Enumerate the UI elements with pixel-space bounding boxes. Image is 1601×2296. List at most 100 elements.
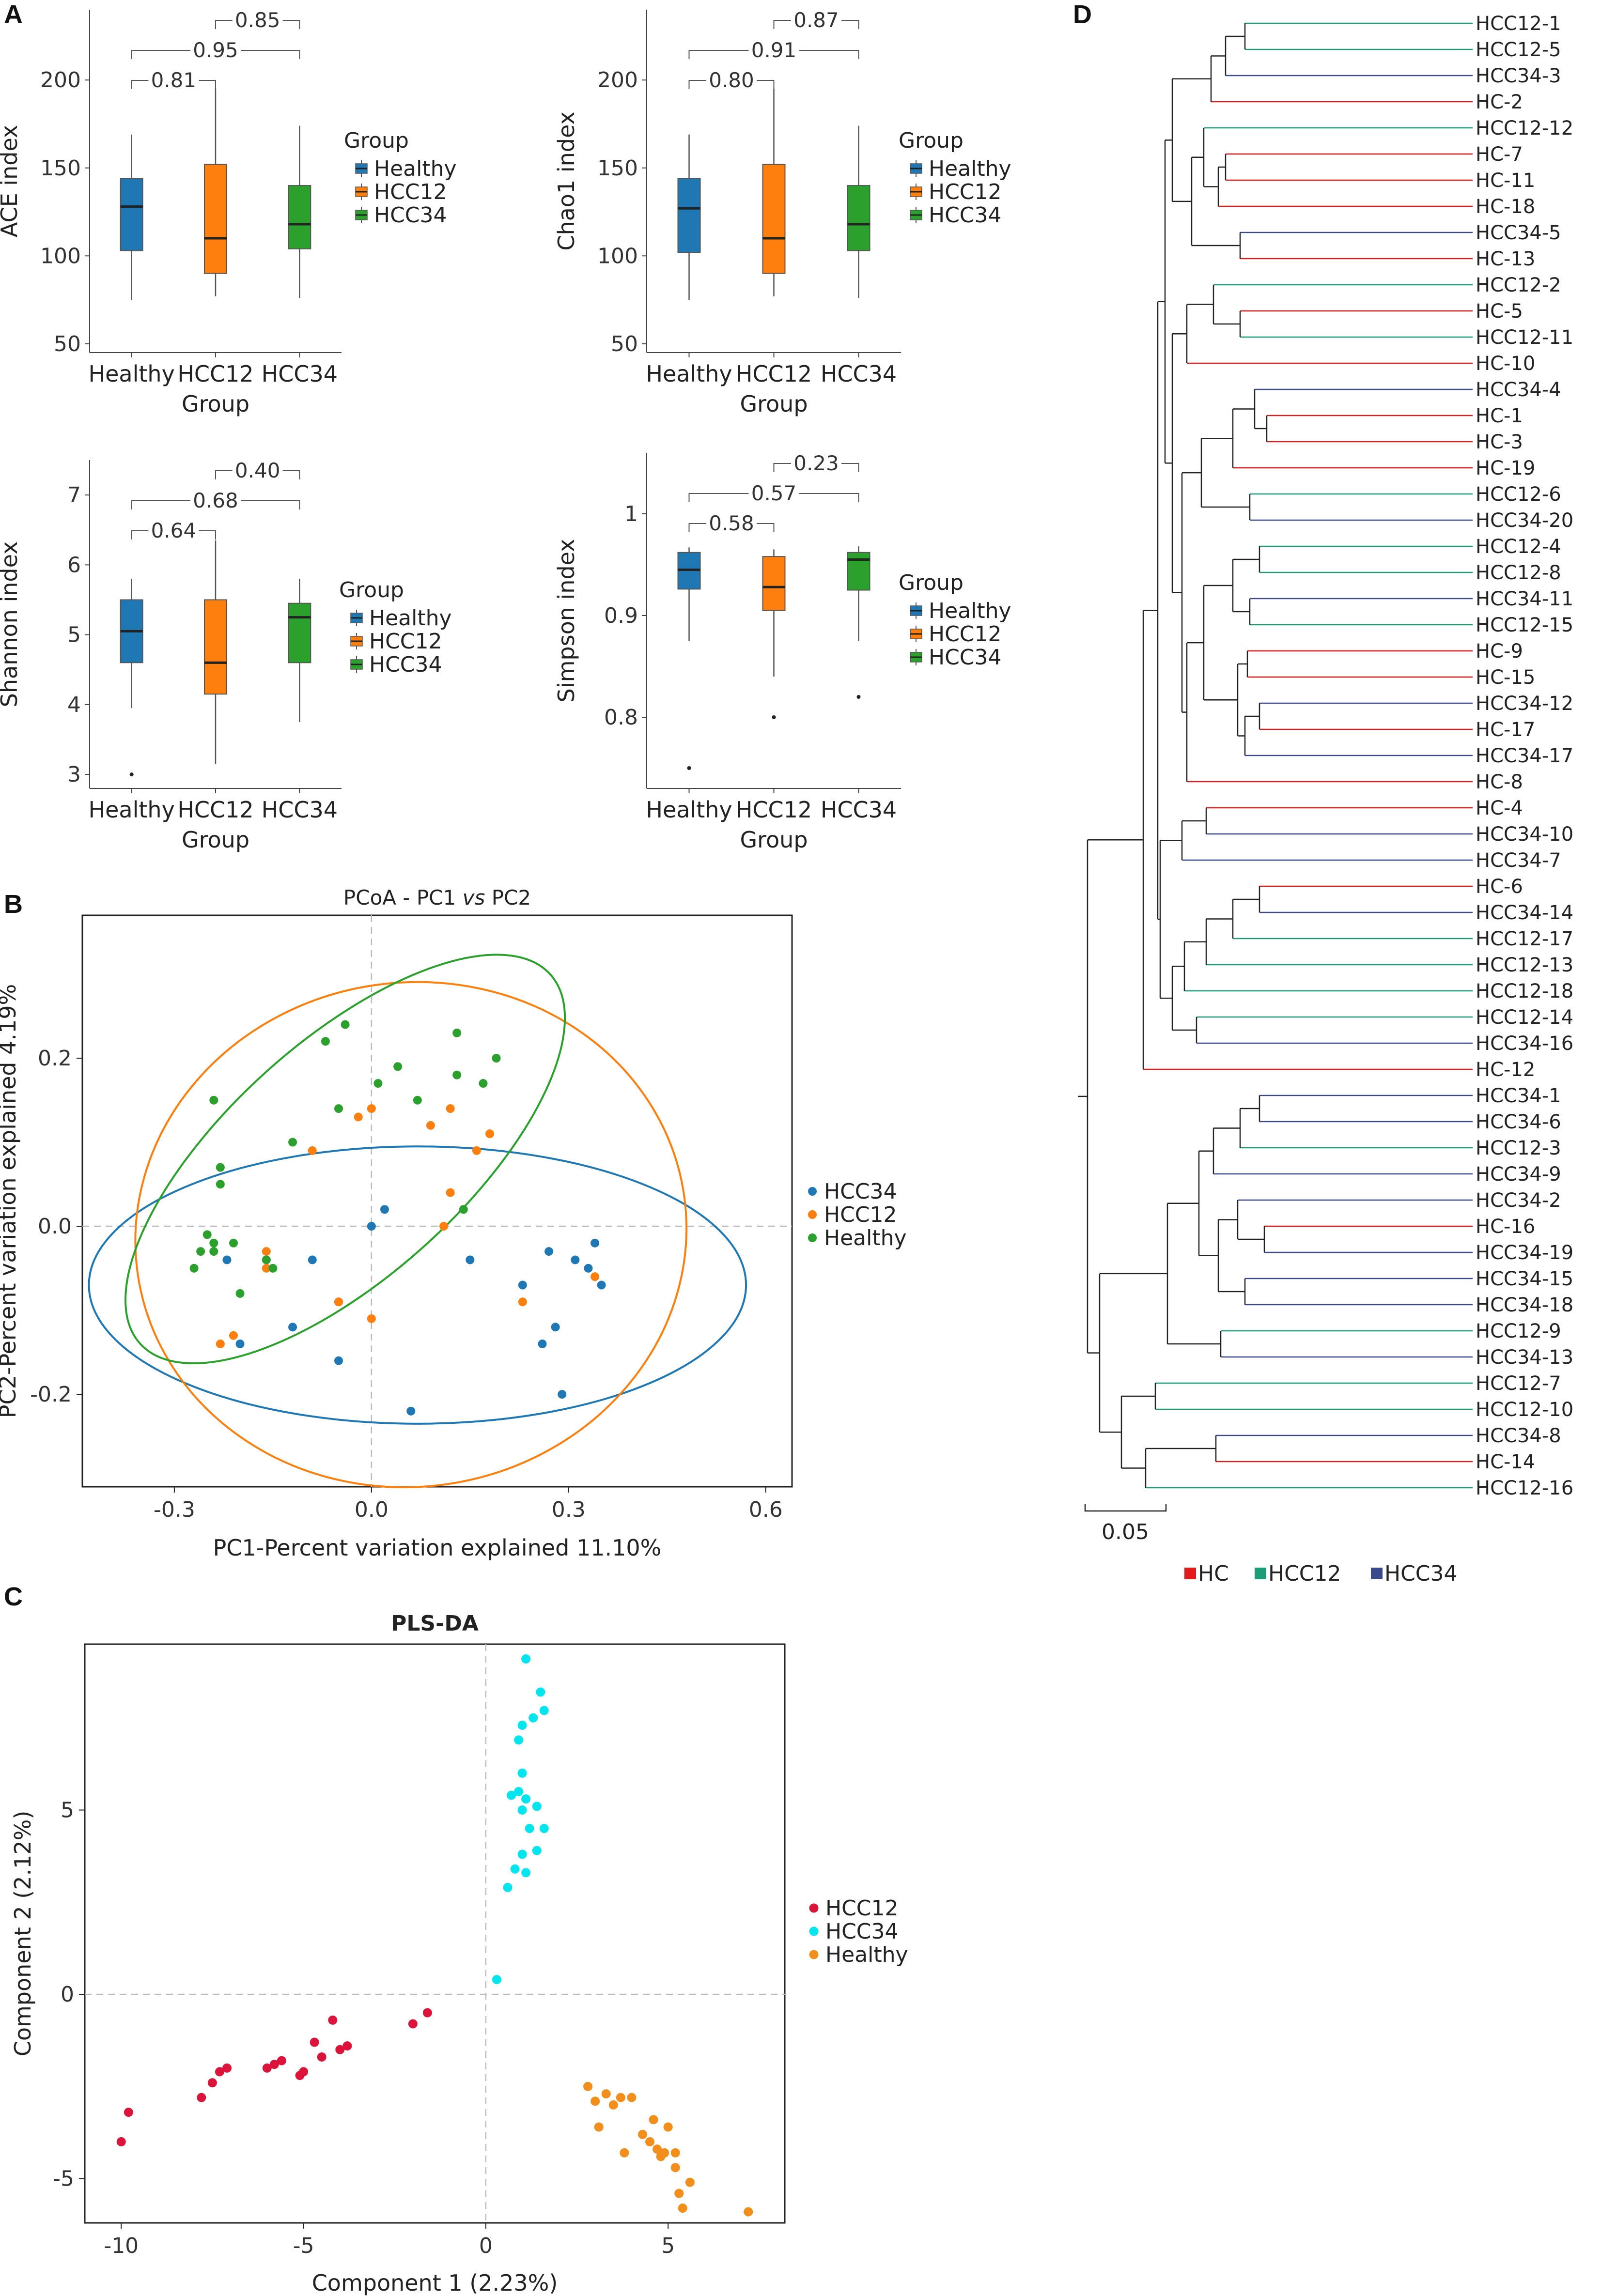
tree-leaf-label: HCC12-18 xyxy=(1476,980,1573,1002)
data-point-healthy xyxy=(229,1238,238,1248)
y-tick-label: 0.0 xyxy=(38,1214,72,1239)
data-point-healthy xyxy=(645,2137,655,2147)
bracket-label-bg xyxy=(748,482,799,501)
data-point-hcc12 xyxy=(317,2052,326,2062)
y-axis-title: ACE index xyxy=(0,125,22,237)
bracket-label-bg xyxy=(190,39,241,58)
data-point-hcc34 xyxy=(521,1654,531,1664)
tree-leaf-label: HC-2 xyxy=(1476,91,1523,113)
data-point-hcc12 xyxy=(472,1146,481,1155)
data-point-hcc12 xyxy=(422,2008,432,2018)
data-point-hcc34 xyxy=(591,1238,600,1248)
tree-leaf-label: HCC12-8 xyxy=(1476,562,1561,584)
chart-title-part: PC2 xyxy=(485,886,531,909)
legend-label: Healthy xyxy=(825,1942,908,1967)
data-point-hcc34 xyxy=(492,1975,501,1985)
tree-leaf-label: HC-17 xyxy=(1476,719,1535,741)
data-point-healthy xyxy=(321,1037,330,1046)
p-value-label: 0.81 xyxy=(151,68,197,92)
data-point-healthy xyxy=(202,1230,212,1239)
y-tick-label: 200 xyxy=(597,68,638,92)
y-tick-label: 6 xyxy=(67,553,81,577)
data-point-hcc12 xyxy=(116,2137,126,2147)
x-tick-label: HCC34 xyxy=(262,361,338,387)
x-tick-label: 0.0 xyxy=(355,1497,389,1522)
y-tick-label: 5 xyxy=(61,1798,74,1823)
y-tick-label: 200 xyxy=(40,68,81,92)
bracket-label-bg xyxy=(232,9,283,28)
data-point-hcc34 xyxy=(510,1864,520,1874)
tree-leaf-label: HCC12-2 xyxy=(1476,274,1561,296)
tree-leaf-label: HC-10 xyxy=(1476,353,1535,375)
legend-label: HCC12 xyxy=(369,629,442,654)
box-hcc34 xyxy=(847,185,870,251)
outlier-point xyxy=(856,695,861,699)
data-point-hcc12 xyxy=(262,2063,272,2073)
y-axis-title: Shannon index xyxy=(0,541,22,708)
tree-leaf-label: HCC34-17 xyxy=(1476,745,1573,767)
y-tick-label: 50 xyxy=(611,332,638,356)
data-point-healthy xyxy=(216,1180,225,1189)
data-point-hcc12 xyxy=(310,2037,319,2047)
data-point-hcc12 xyxy=(485,1129,495,1139)
data-point-hcc12 xyxy=(367,1314,376,1323)
data-point-hcc12 xyxy=(354,1112,363,1122)
x-axis-title: Component 1 (2.23%) xyxy=(312,2270,558,2296)
dendrogram: HCC12-1 HCC12-5 HCC34-3 HC-2 HCC12-12 HC-7 HC-… xyxy=(1078,13,1573,1586)
data-point-healthy xyxy=(685,2177,695,2187)
tree-leaf-label: HCC34-5 xyxy=(1476,222,1561,244)
data-point-hcc34 xyxy=(551,1323,560,1332)
legend-title: Group xyxy=(899,570,964,595)
x-tick-label: 5 xyxy=(661,2234,675,2258)
tree-leaf-label: HCC12-1 xyxy=(1476,13,1561,35)
data-point-hcc34 xyxy=(406,1406,416,1416)
x-tick-label: -0.3 xyxy=(154,1497,195,1522)
x-tick-label: Healthy xyxy=(646,797,732,823)
y-axis-title: Chao1 index xyxy=(553,111,579,250)
tree-leaf-label: HCC12-16 xyxy=(1476,1477,1573,1499)
data-point-hcc34 xyxy=(521,1794,531,1804)
y-tick-label: -5 xyxy=(53,2167,74,2191)
data-point-healthy xyxy=(627,2093,637,2102)
data-point-healthy xyxy=(663,2122,673,2132)
tree-leaf-label: HC-6 xyxy=(1476,876,1523,898)
legend-label: HCC12 xyxy=(929,622,1002,647)
x-axis-title: Group xyxy=(182,827,249,853)
data-point-hcc12 xyxy=(197,2093,206,2102)
scale-bar xyxy=(1084,1504,1167,1512)
legend-marker xyxy=(809,1926,819,1936)
p-value-label: 0.80 xyxy=(709,68,754,92)
data-point-hcc12 xyxy=(299,2067,309,2077)
tree-legend-label: HC xyxy=(1198,1561,1229,1586)
tree-legend-swatch xyxy=(1371,1568,1383,1579)
data-point-healthy xyxy=(341,1020,350,1029)
x-tick-label: Healthy xyxy=(89,797,175,823)
data-point-healthy xyxy=(288,1138,297,1147)
tree-leaf-label: HC-1 xyxy=(1476,405,1523,427)
p-value-label: 0.23 xyxy=(793,451,839,475)
tree-leaf-label: HCC34-2 xyxy=(1476,1189,1561,1212)
tree-leaf-label: HCC34-4 xyxy=(1476,379,1561,401)
y-tick-label: 5 xyxy=(67,623,81,647)
panel-label-c: C xyxy=(4,1582,23,1611)
data-point-healthy xyxy=(616,2093,625,2102)
data-point-hcc34 xyxy=(514,1787,524,1796)
tree-leaf-label: HCC12-12 xyxy=(1476,117,1573,139)
tree-leaf-label: HCC12-10 xyxy=(1476,1399,1573,1421)
data-point-hcc34 xyxy=(528,1713,538,1723)
legend-label: Healthy xyxy=(369,606,452,631)
data-point-hcc34 xyxy=(532,1846,542,1855)
data-point-hcc12 xyxy=(328,2015,338,2025)
tree-leaf-label: HC-16 xyxy=(1476,1216,1535,1238)
data-point-hcc34 xyxy=(521,1868,531,1878)
tree-leaf-label: HC-15 xyxy=(1476,666,1535,689)
tree-leaf-label: HC-4 xyxy=(1476,797,1523,819)
data-point-healthy xyxy=(459,1205,468,1214)
data-point-hcc12 xyxy=(446,1104,455,1113)
y-tick-label: 0 xyxy=(61,1982,74,2007)
tree-leaf-label: HCC34-3 xyxy=(1476,65,1561,87)
tree-leaf-label: HCC12-3 xyxy=(1476,1137,1561,1159)
box-hcc12 xyxy=(762,556,786,611)
chart-title: PLS-DA xyxy=(391,1611,479,1636)
